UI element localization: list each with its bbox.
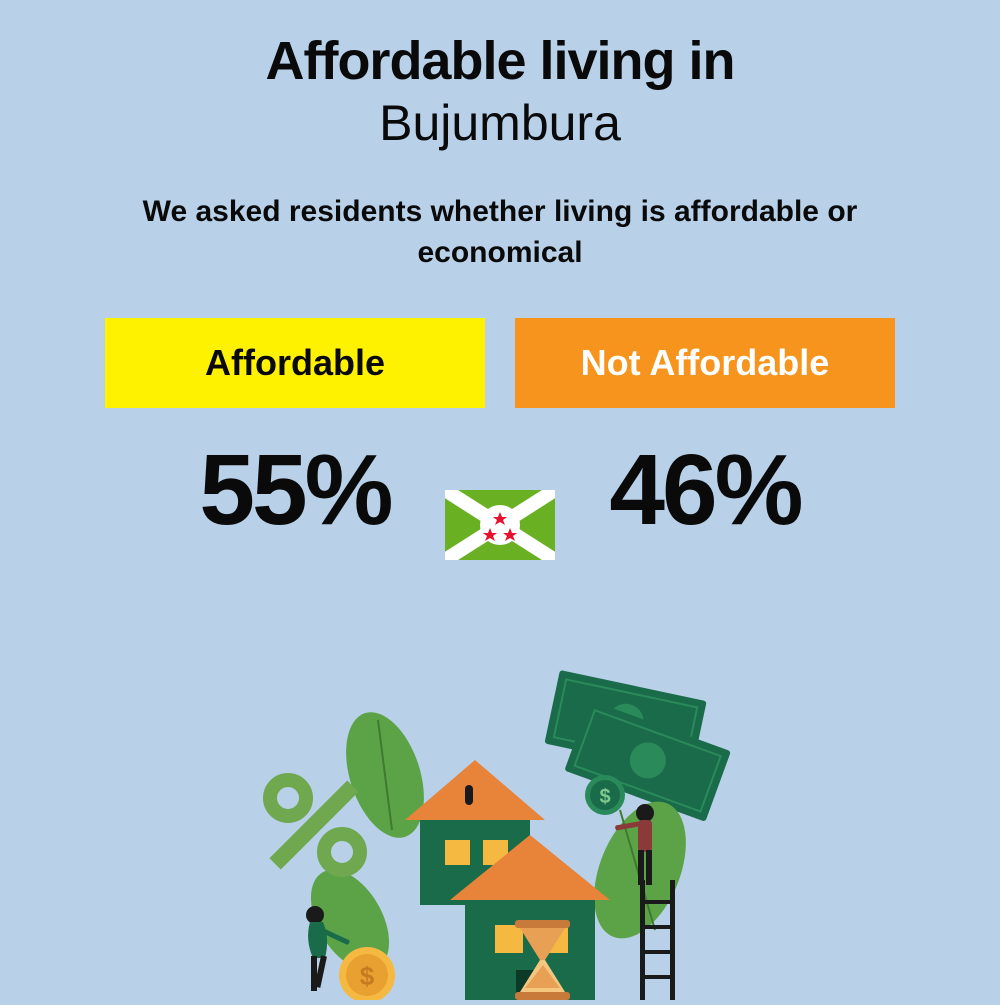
title-line1: Affordable living in [265,30,734,92]
affordable-percentage: 55% [199,433,390,548]
svg-text:$: $ [599,786,610,808]
title-line2: Bujumbura [379,94,621,152]
stat-not-affordable: Not Affordable 46% [515,318,895,548]
not-affordable-percentage: 46% [609,433,800,548]
affordable-label: Affordable [105,318,485,408]
svg-text:$: $ [360,961,375,991]
subtitle: We asked residents whether living is aff… [125,192,875,273]
housing-finance-illustration-icon: $ $ [220,660,780,1000]
burundi-flag-icon [445,490,555,560]
not-affordable-label: Not Affordable [515,318,895,408]
stat-affordable: Affordable 55% [105,318,485,548]
